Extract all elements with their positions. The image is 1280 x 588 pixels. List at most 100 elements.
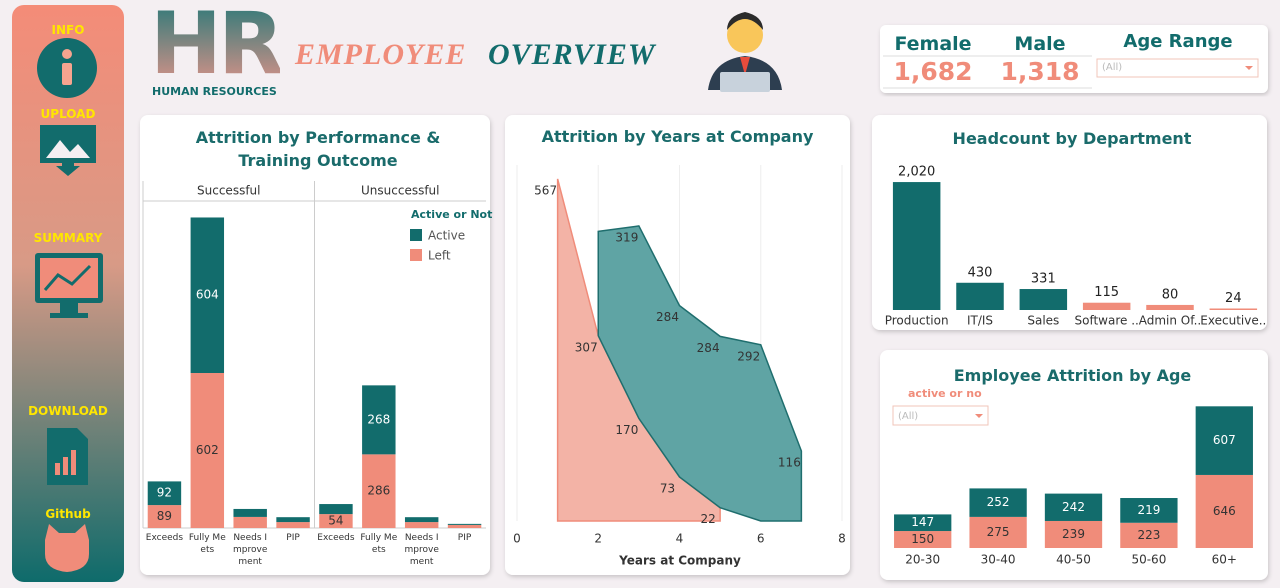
bar-segment [969, 488, 1027, 517]
summary-icon-screen [40, 258, 98, 298]
bar [1209, 308, 1258, 310]
bar-segment [404, 522, 439, 528]
person-icon [708, 12, 782, 92]
x-tick-label: 0 [513, 532, 521, 546]
bar-segment [894, 514, 952, 532]
x-tick-label: 2 [594, 532, 602, 546]
chart-title: Attrition by Performance & Training Outc… [195, 128, 441, 170]
download-icon-bar [63, 457, 68, 475]
bar [1019, 289, 1068, 310]
x-tick-label: Software .. [1074, 314, 1138, 328]
bar-segment [1044, 520, 1103, 548]
age-range-dropdown[interactable] [1096, 58, 1259, 78]
data-label: 219 [1137, 503, 1160, 517]
logo-subtitle: HUMAN RESOURCES [152, 85, 277, 98]
github-icon[interactable] [45, 524, 89, 572]
legend-swatch [410, 229, 422, 241]
data-label: 116 [778, 456, 801, 470]
filter-value: (All) [898, 411, 918, 422]
summary-icon-line [43, 264, 92, 291]
age-filter-dropdown[interactable] [892, 405, 989, 426]
filter-value[interactable]: (All) [1102, 62, 1123, 73]
data-label: 89 [157, 509, 172, 523]
sidebar-label[interactable]: DOWNLOAD [28, 404, 108, 418]
person-tie [740, 57, 750, 75]
x-tick-label: PIP [286, 533, 300, 543]
data-label: 268 [367, 412, 390, 426]
kpi-value: 1,318 [1000, 57, 1080, 86]
sidebar-label[interactable]: Github [45, 507, 91, 521]
x-tick-label: Exceeds [145, 533, 184, 543]
x-tick-label: Needs Improvement [233, 533, 268, 567]
x-tick-label: PIP [457, 533, 472, 543]
title-part1: EMPLOYEE [295, 38, 467, 71]
sidebar-label[interactable]: INFO [51, 23, 85, 37]
bar-segment [319, 514, 353, 528]
sidebar-label[interactable]: SUMMARY [33, 231, 103, 245]
bar-segment [894, 531, 952, 548]
filter-label: active or no [908, 387, 982, 400]
bar [892, 182, 941, 310]
info-icon-bar [62, 63, 72, 85]
info-icon-dot [62, 49, 72, 59]
person-head [727, 17, 763, 53]
bar-segment [1120, 498, 1178, 523]
data-label: 2,020 [898, 165, 935, 180]
bar-segment [276, 522, 310, 528]
legend-swatch [410, 249, 422, 261]
x-tick-label: Fully Meets [188, 533, 226, 555]
bar-segment [1195, 474, 1253, 548]
x-tick-label: Exceeds [317, 533, 355, 543]
x-tick-label: 30-40 [981, 553, 1016, 567]
facet-label: Successful [197, 184, 260, 198]
data-label: 646 [1213, 504, 1236, 518]
download-icon-bar [55, 463, 60, 475]
bar-segment [1044, 493, 1103, 521]
data-label: 223 [1137, 528, 1160, 542]
download-icon[interactable] [47, 428, 88, 485]
x-axis-label: Years at Company [618, 554, 741, 568]
data-label: 22 [700, 512, 715, 526]
data-label: 73 [660, 481, 675, 495]
dropdown-arrow [975, 414, 983, 418]
x-tick-label: IT/IS [967, 314, 993, 328]
bar-segment [233, 516, 267, 528]
bar-segment [319, 504, 353, 515]
bar-segment [190, 217, 225, 373]
area [597, 225, 803, 522]
bar [1146, 304, 1194, 310]
person-laptop [720, 72, 770, 92]
chart-title: Employee Attrition by Age [953, 366, 1192, 385]
x-tick-label: Executive.. [1200, 314, 1266, 328]
x-tick-label: 8 [838, 532, 846, 546]
x-tick-label: Admin Of.. [1139, 314, 1201, 328]
x-tick-label: 50-60 [1131, 553, 1166, 567]
data-label: 284 [697, 341, 720, 355]
bar-segment [447, 524, 482, 528]
summary-icon-base [50, 313, 88, 318]
kpi-label: Male [1014, 33, 1066, 55]
data-label: 170 [615, 423, 638, 437]
kpi-label: Female [894, 33, 972, 55]
x-tick-label: Needs Improvement [404, 533, 439, 567]
data-label: 604 [196, 288, 219, 302]
bar-segment [362, 454, 396, 528]
bar-segment [362, 385, 396, 455]
x-tick-label: 40-50 [1056, 553, 1091, 567]
bar-segment [276, 517, 310, 523]
facet-label: Unsuccessful [361, 184, 440, 198]
bar-segment [1120, 522, 1178, 548]
data-label: 602 [196, 443, 219, 457]
legend-title: Active or Not [411, 208, 492, 221]
data-label: 54 [328, 514, 343, 528]
data-label: 239 [1062, 527, 1085, 541]
upload-icon-image [46, 140, 90, 158]
x-tick-label: 4 [676, 532, 684, 546]
person-hair [727, 12, 763, 30]
sidebar-label[interactable]: UPLOAD [40, 107, 96, 121]
data-label: 292 [737, 349, 760, 363]
bar-segment [233, 508, 267, 517]
data-label: 307 [575, 340, 598, 354]
download-icon-bar [71, 450, 76, 475]
